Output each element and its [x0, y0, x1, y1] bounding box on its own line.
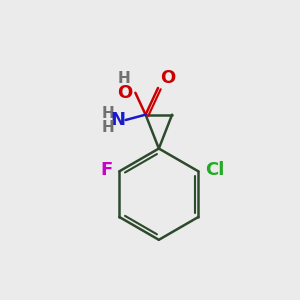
Text: H: H: [102, 106, 115, 121]
Text: H: H: [118, 71, 130, 86]
Text: H: H: [102, 121, 115, 136]
Text: N: N: [111, 111, 126, 129]
Text: F: F: [100, 161, 113, 179]
Text: O: O: [160, 68, 175, 86]
Text: O: O: [117, 84, 132, 102]
Text: Cl: Cl: [205, 161, 224, 179]
